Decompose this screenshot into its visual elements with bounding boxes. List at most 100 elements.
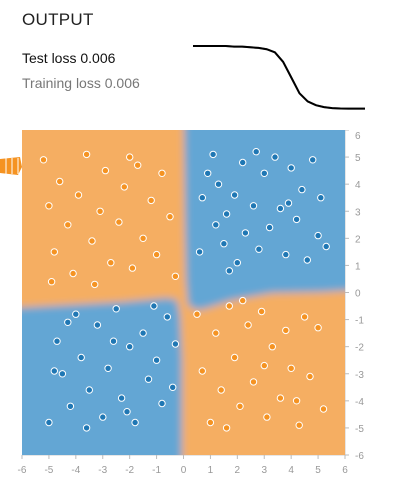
data-point-blue bbox=[144, 375, 153, 383]
y-tick-label: -2 bbox=[355, 343, 364, 354]
data-point-orange bbox=[239, 296, 247, 305]
x-tick-label: 3 bbox=[261, 465, 267, 476]
data-point-blue bbox=[239, 158, 247, 167]
y-tick-label: 6 bbox=[355, 131, 361, 142]
data-point-orange bbox=[128, 264, 137, 272]
data-point-orange bbox=[319, 405, 328, 413]
data-point-orange bbox=[64, 221, 72, 229]
y-tick-label: -5 bbox=[355, 424, 364, 435]
data-point-blue bbox=[99, 413, 107, 421]
data-point-orange bbox=[225, 302, 234, 310]
data-point-orange bbox=[222, 424, 231, 432]
data-point-blue bbox=[252, 148, 260, 156]
data-point-blue bbox=[230, 191, 239, 199]
data-point-blue bbox=[271, 153, 279, 161]
link-connector-icon bbox=[0, 157, 22, 175]
data-point-blue bbox=[123, 408, 131, 416]
data-point-blue bbox=[255, 245, 263, 253]
data-point-blue bbox=[298, 185, 306, 194]
data-point-blue bbox=[126, 343, 134, 351]
x-tick-label: 6 bbox=[342, 465, 348, 476]
y-axis: 6 5 4 3 2 1 0 -1 -2 -3 -4 -5 -6 bbox=[345, 130, 364, 460]
data-point-blue bbox=[282, 250, 290, 259]
data-point-orange bbox=[82, 150, 91, 159]
training-loss-value: 0.006 bbox=[104, 75, 140, 91]
data-point-blue bbox=[72, 310, 80, 318]
data-point-blue bbox=[222, 210, 231, 218]
data-point-orange bbox=[45, 202, 53, 210]
y-tick-label: 5 bbox=[355, 153, 361, 164]
data-point-orange bbox=[244, 321, 252, 329]
data-point-blue bbox=[314, 231, 322, 240]
data-point-orange bbox=[50, 248, 58, 256]
x-axis: -6 -5 -4 -3 -2 -1 0 1 2 3 4 5 6 bbox=[18, 455, 348, 476]
data-point-orange bbox=[268, 343, 277, 351]
data-point-orange bbox=[282, 326, 290, 335]
data-point-blue bbox=[45, 418, 53, 427]
data-point-orange bbox=[257, 307, 266, 316]
test-loss-label: Test loss bbox=[22, 50, 77, 66]
data-point-blue bbox=[150, 302, 158, 310]
data-point-blue bbox=[249, 202, 258, 210]
data-point-blue bbox=[233, 259, 242, 267]
y-tick-label: 4 bbox=[355, 180, 361, 191]
data-point-orange bbox=[166, 213, 174, 221]
test-loss-line bbox=[193, 45, 365, 110]
training-loss-label: Training loss bbox=[22, 75, 101, 91]
data-point-blue bbox=[317, 194, 325, 202]
output-title: OUTPUT bbox=[22, 10, 94, 29]
data-point-orange bbox=[120, 183, 129, 191]
data-point-blue bbox=[131, 418, 139, 427]
data-point-blue bbox=[163, 313, 172, 321]
x-tick-label: 0 bbox=[181, 465, 187, 476]
data-point-blue bbox=[82, 424, 91, 432]
data-point-blue bbox=[195, 248, 204, 256]
data-point-orange bbox=[107, 259, 115, 267]
data-point-blue bbox=[198, 194, 207, 202]
data-point-blue bbox=[112, 305, 120, 313]
data-point-orange bbox=[212, 329, 220, 337]
data-point-orange bbox=[74, 191, 83, 199]
data-point-blue bbox=[241, 229, 250, 237]
data-point-blue bbox=[225, 267, 234, 275]
data-point-orange bbox=[139, 234, 147, 243]
data-point-blue bbox=[109, 337, 118, 345]
data-point-blue bbox=[260, 169, 269, 177]
data-point-blue bbox=[303, 256, 311, 264]
data-point-blue bbox=[287, 164, 295, 172]
data-point-blue bbox=[158, 399, 166, 408]
y-tick-label: -6 bbox=[355, 451, 364, 460]
data-point-blue bbox=[204, 169, 212, 177]
data-point-orange bbox=[295, 421, 303, 429]
data-point-blue bbox=[66, 402, 75, 410]
data-point-orange bbox=[230, 353, 239, 362]
data-point-blue bbox=[214, 180, 223, 188]
data-point-orange bbox=[126, 153, 134, 161]
data-point-blue bbox=[169, 383, 177, 391]
data-point-blue bbox=[104, 364, 112, 373]
data-point-blue bbox=[292, 215, 301, 224]
data-point-blue bbox=[77, 353, 85, 362]
data-point-blue bbox=[139, 329, 147, 337]
data-point-orange bbox=[69, 269, 77, 278]
data-point-blue bbox=[93, 321, 102, 329]
x-tick-label: -4 bbox=[71, 465, 80, 476]
data-point-blue bbox=[276, 204, 285, 213]
data-point-blue bbox=[64, 318, 72, 327]
data-point-orange bbox=[56, 177, 64, 186]
y-tick-label: 3 bbox=[355, 207, 361, 218]
data-point-blue bbox=[309, 156, 317, 164]
data-point-orange bbox=[314, 324, 322, 332]
data-point-orange bbox=[206, 418, 215, 427]
data-point-orange bbox=[47, 278, 56, 286]
data-point-orange bbox=[287, 364, 295, 373]
data-point-orange bbox=[198, 367, 207, 375]
data-point-blue bbox=[171, 340, 180, 348]
decision-boundary-heatmap bbox=[22, 130, 345, 455]
data-point-blue bbox=[322, 242, 330, 251]
x-tick-label: -6 bbox=[18, 465, 27, 476]
data-point-orange bbox=[96, 207, 104, 216]
data-point-orange bbox=[147, 196, 155, 205]
data-point-blue bbox=[209, 150, 217, 159]
x-tick-label: -3 bbox=[98, 465, 107, 476]
